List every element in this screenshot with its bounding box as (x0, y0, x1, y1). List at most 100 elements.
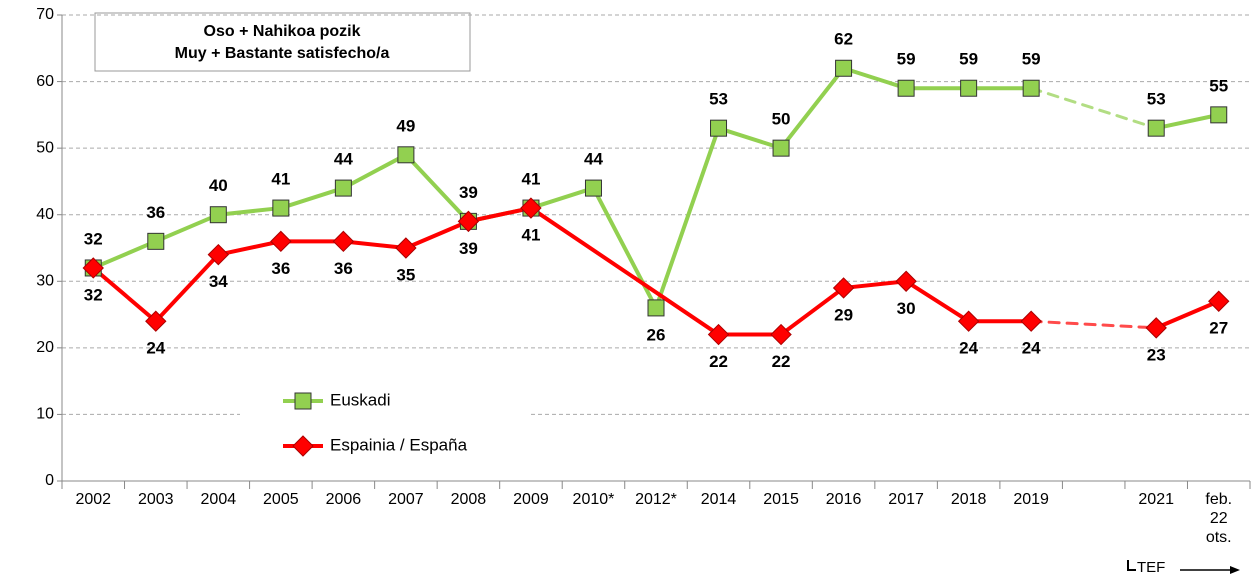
data-label: 22 (772, 352, 791, 371)
marker (835, 59, 853, 77)
x-tick-label: 2004 (200, 491, 237, 508)
data-label: 32 (84, 229, 103, 248)
y-tick-label: 50 (36, 139, 54, 156)
data-label: 41 (521, 170, 540, 189)
annotation: TEF (1137, 559, 1165, 576)
marker (147, 232, 165, 250)
data-label: 36 (271, 259, 290, 278)
annotation-arrowhead (1230, 566, 1240, 574)
marker (209, 206, 227, 224)
y-tick-label: 30 (36, 273, 54, 290)
marker (1022, 79, 1040, 97)
x-tick-label: 2003 (137, 491, 174, 508)
series-line (1155, 299, 1220, 330)
data-label: 41 (521, 226, 540, 245)
annotation-bracket (1127, 560, 1136, 571)
data-label: 39 (459, 183, 478, 202)
y-tick-label: 40 (36, 206, 54, 223)
marker (647, 299, 665, 317)
connector (1029, 86, 1158, 130)
marker (960, 79, 978, 97)
data-label: 53 (709, 90, 728, 109)
marker (457, 210, 480, 233)
marker (207, 243, 230, 266)
x-tick-label: 2010* (572, 491, 615, 508)
marker (397, 146, 415, 164)
data-label: 29 (834, 305, 853, 324)
chart-title: Oso + Nahikoa pozik (204, 23, 361, 40)
data-label: 41 (271, 170, 290, 189)
legend-marker (292, 435, 314, 457)
data-label: 36 (146, 203, 165, 222)
data-label: 24 (1022, 339, 1041, 358)
data-label: 36 (334, 259, 353, 278)
marker (772, 139, 790, 157)
data-label: 50 (772, 110, 791, 129)
marker (707, 323, 730, 346)
x-tick-label: 2014 (700, 491, 737, 508)
marker (1208, 290, 1230, 312)
data-label: 24 (959, 339, 978, 358)
marker (770, 323, 792, 346)
legend-label: Euskadi (330, 390, 390, 409)
x-tick-label: 2002 (75, 491, 112, 508)
title-box (94, 12, 471, 72)
x-tick-label: 2008 (450, 491, 487, 508)
data-label: 24 (146, 339, 165, 358)
connector (1029, 319, 1158, 330)
data-label: 32 (84, 285, 103, 304)
marker (895, 270, 917, 292)
marker (520, 197, 542, 219)
x-tick-label: feb. 22 ots. (1205, 491, 1233, 546)
series-line (718, 279, 1032, 337)
marker (710, 119, 728, 137)
x-tick-label: 2005 (263, 491, 299, 508)
data-label: 30 (897, 299, 916, 318)
marker (957, 310, 980, 332)
data-label: 44 (334, 150, 353, 169)
data-label: 26 (647, 325, 666, 344)
x-tick-label: 2006 (325, 491, 362, 508)
x-tick-label: 2018 (950, 491, 987, 508)
x-tick-label: 2015 (763, 491, 799, 508)
marker (584, 179, 602, 197)
marker (1145, 317, 1167, 339)
data-label: 62 (834, 30, 853, 49)
marker (897, 79, 915, 97)
x-tick-label: 2009 (513, 491, 549, 508)
marker (1147, 119, 1165, 137)
y-tick-label: 70 (36, 6, 54, 23)
x-tick-label: 2016 (825, 491, 862, 508)
y-tick-label: 0 (45, 472, 54, 489)
marker (332, 230, 355, 253)
y-tick-label: 10 (36, 406, 54, 423)
legend-marker (294, 392, 312, 410)
x-tick-label: 2019 (1013, 491, 1049, 508)
y-tick-label: 60 (36, 73, 54, 90)
marker (1020, 310, 1042, 332)
data-label: 27 (1209, 319, 1228, 338)
data-label: 34 (209, 272, 228, 291)
marker (272, 199, 290, 217)
marker (334, 179, 352, 197)
data-label: 59 (897, 50, 916, 69)
marker (395, 237, 417, 259)
marker (145, 310, 167, 332)
x-tick-label: 2007 (388, 491, 424, 508)
series-line (1155, 112, 1220, 131)
series-line (91, 206, 532, 324)
data-label: 44 (584, 150, 603, 169)
series-line (92, 66, 1032, 310)
data-label: 39 (459, 239, 478, 258)
data-label: 55 (1209, 76, 1228, 95)
y-tick-label: 20 (36, 339, 54, 356)
data-label: 22 (709, 352, 728, 371)
marker (832, 277, 855, 299)
data-label: 59 (1022, 50, 1041, 69)
data-label: 40 (209, 176, 228, 195)
data-label: 49 (396, 116, 415, 135)
x-tick-label: 2017 (888, 491, 924, 508)
marker (270, 230, 292, 253)
connector (528, 206, 721, 337)
